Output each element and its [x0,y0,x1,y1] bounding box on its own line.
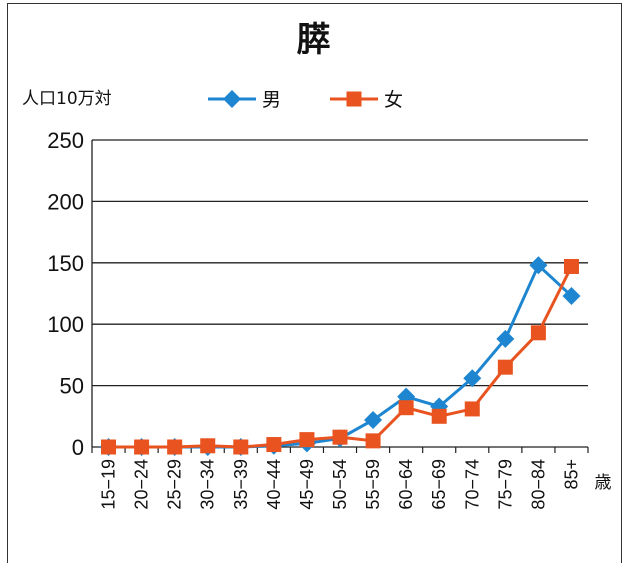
x-tick-label: 60−64 [396,459,416,510]
legend-label: 男 [262,89,281,111]
data-point [299,432,315,448]
data-point [529,256,548,275]
legend-label: 女 [384,89,403,111]
series-line-1 [108,262,573,449]
data-point [497,359,513,375]
x-tick-label: 35−39 [231,459,251,510]
chart-title: 膵 [296,20,331,60]
data-point [562,286,581,305]
y-tick-label: 250 [47,128,84,153]
data-point [496,329,515,348]
chart-frame [7,3,622,563]
x-tick-label: 65−69 [429,459,449,510]
x-tick-label: 80−84 [528,459,548,510]
x-tick-label: 50−54 [330,459,350,510]
data-point [332,429,348,445]
x-tick-label: 20−24 [132,459,152,510]
y-tick-label: 200 [47,189,84,214]
data-point [563,258,579,274]
data-point [431,408,447,424]
data-point [530,325,546,341]
x-tick-label: 40−44 [264,459,284,510]
y-tick-label: 0 [72,435,84,460]
x-tick-label: 30−34 [198,459,218,510]
data-point [364,410,383,429]
x-tick-label: 15−19 [99,459,119,510]
data-point [464,401,480,417]
x-tick-label: 75−79 [495,459,515,510]
x-tick-label: 45−49 [297,459,317,510]
data-point [266,437,282,453]
data-point [134,439,150,455]
y-axis-unit-label: 人口10万対 [22,89,112,109]
x-axis-unit-label: 歳 [595,473,612,493]
x-tick-label: 85+ [561,459,581,490]
series-line-2 [108,265,573,449]
x-tick-label: 25−29 [165,459,185,510]
x-tick-label: 70−74 [462,459,482,510]
legend-marker [346,91,362,107]
data-point [233,439,249,455]
y-tick-label: 100 [47,312,84,337]
data-point [167,439,183,455]
x-tick-label: 55−59 [363,459,383,510]
data-point [398,400,414,416]
data-point [463,369,482,388]
y-tick-label: 50 [60,374,84,399]
data-point [200,438,216,454]
legend-marker [223,90,241,108]
data-point [365,433,381,449]
data-point [101,439,117,455]
y-tick-label: 150 [47,251,84,276]
